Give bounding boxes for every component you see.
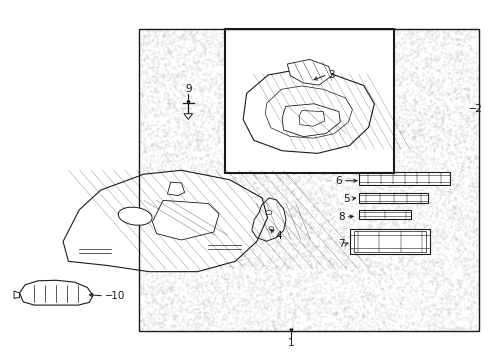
Polygon shape [299,111,324,126]
Bar [139,29,478,331]
Text: 9: 9 [184,84,191,94]
Bar [349,229,429,254]
Ellipse shape [180,214,210,230]
Text: 7: 7 [338,239,345,249]
Bar [349,229,429,254]
Text: ─10: ─10 [105,291,124,301]
Bar [359,172,449,185]
Bar [359,210,410,219]
Text: 5: 5 [343,194,349,204]
Polygon shape [243,70,374,153]
Text: 3: 3 [328,69,335,80]
Polygon shape [183,114,192,119]
Polygon shape [167,182,184,195]
Circle shape [268,227,273,230]
Text: ─2: ─2 [468,104,481,114]
Bar [224,29,393,173]
Text: 1: 1 [287,338,294,348]
Ellipse shape [118,207,152,225]
Bar [359,172,449,185]
Polygon shape [251,198,285,241]
Circle shape [265,210,271,215]
Text: 6: 6 [335,176,342,186]
Bar [359,193,427,203]
Bar [359,193,427,203]
Polygon shape [63,170,267,272]
Bar [353,231,426,252]
Polygon shape [20,280,93,305]
Bar [224,29,393,173]
Polygon shape [152,201,219,240]
Polygon shape [282,104,340,137]
Polygon shape [287,59,331,85]
Bar [359,210,410,219]
Text: 4: 4 [275,231,282,241]
Polygon shape [14,291,20,298]
Text: 8: 8 [338,212,345,222]
